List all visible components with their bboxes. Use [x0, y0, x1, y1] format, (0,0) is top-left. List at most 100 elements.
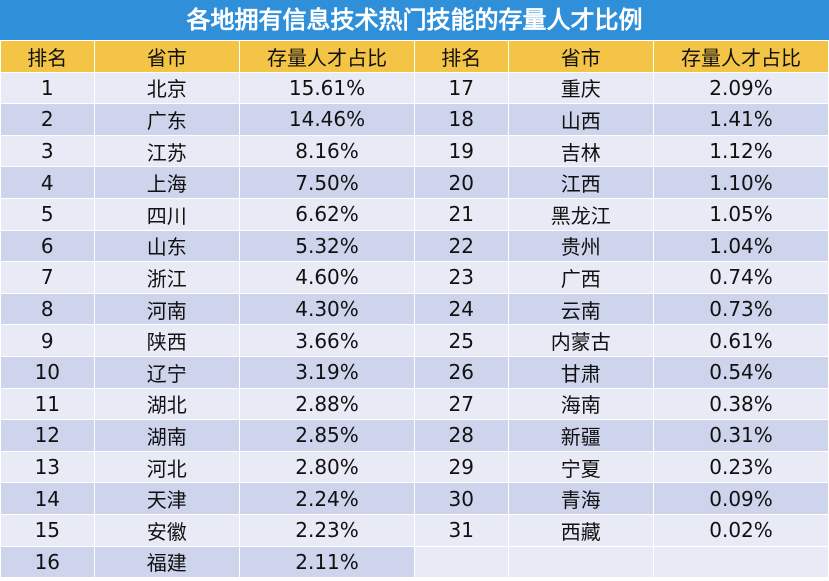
table-body: 1 北京 15.61% 17 重庆 2.09% 2 广东 14.46% 18 山西 1.41% 3 江苏 8…: [0, 71, 829, 579]
table-row: 12 湖南 2.85% 28 新疆 0.31%: [0, 419, 829, 452]
rank-cell: 24: [413, 292, 509, 326]
ratio-cell: 3.19%: [239, 355, 415, 389]
rank-cell: 9: [0, 324, 95, 357]
ratio-cell: 2.23%: [239, 513, 415, 547]
table-row: 8 河南 4.30% 24 云南 0.73%: [0, 292, 829, 326]
province-cell: 重庆: [507, 71, 655, 105]
table-row: 4 上海 7.50% 20 江西 1.10%: [0, 166, 829, 199]
rank-cell: 22: [413, 229, 509, 263]
ratio-cell: 2.24%: [239, 482, 415, 515]
rank-cell: 14: [0, 482, 95, 515]
rank-cell: 4: [0, 166, 95, 199]
rank-cell: 10: [0, 355, 95, 389]
province-cell: 海南: [507, 387, 655, 421]
province-cell: 安徽: [93, 513, 241, 547]
empty-cell: [413, 545, 509, 579]
rank-cell: 7: [0, 261, 95, 294]
province-cell: 黑龙江: [507, 197, 655, 231]
header-row: 排名 省市 存量人才占比 排名 省市 存量人才占比: [0, 40, 829, 73]
table-row: 7 浙江 4.60% 23 广西 0.74%: [0, 261, 829, 294]
table-row: 2 广东 14.46% 18 山西 1.41%: [0, 103, 829, 136]
ratio-cell: 0.09%: [653, 482, 829, 515]
ratio-cell: 6.62%: [239, 197, 415, 231]
rank-cell: 8: [0, 292, 95, 326]
rank-cell: 16: [0, 545, 95, 579]
province-cell: 四川: [93, 197, 241, 231]
ratio-cell: 5.32%: [239, 229, 415, 263]
table-row: 14 天津 2.24% 30 青海 0.09%: [0, 482, 829, 515]
province-cell: 山西: [507, 103, 655, 136]
rank-cell: 20: [413, 166, 509, 199]
rank-cell: 26: [413, 355, 509, 389]
province-cell: 湖南: [93, 419, 241, 452]
rank-cell: 6: [0, 229, 95, 263]
rank-cell: 12: [0, 419, 95, 452]
talent-ratio-table: 排名 省市 存量人才占比 排名 省市 存量人才占比 1 北京 15.61% 17 重庆 2…: [0, 40, 829, 579]
rank-cell: 25: [413, 324, 509, 357]
rank-cell: 31: [413, 513, 509, 547]
province-cell: 福建: [93, 545, 241, 579]
rank-cell: 30: [413, 482, 509, 515]
header-ratio-left: 存量人才占比: [239, 40, 415, 73]
province-cell: 天津: [93, 482, 241, 515]
ratio-cell: 0.02%: [653, 513, 829, 547]
province-cell: 江苏: [93, 134, 241, 168]
ratio-cell: 0.74%: [653, 261, 829, 294]
table-row: 11 湖北 2.88% 27 海南 0.38%: [0, 387, 829, 421]
table-row: 13 河北 2.80% 29 宁夏 0.23%: [0, 450, 829, 484]
table-row: 9 陕西 3.66% 25 内蒙古 0.61%: [0, 324, 829, 357]
province-cell: 河北: [93, 450, 241, 484]
rank-cell: 15: [0, 513, 95, 547]
province-cell: 辽宁: [93, 355, 241, 389]
rank-cell: 23: [413, 261, 509, 294]
rank-cell: 21: [413, 197, 509, 231]
province-cell: 云南: [507, 292, 655, 326]
ratio-cell: 4.30%: [239, 292, 415, 326]
province-cell: 西藏: [507, 513, 655, 547]
ratio-cell: 2.88%: [239, 387, 415, 421]
empty-cell: [653, 545, 829, 579]
ratio-cell: 0.31%: [653, 419, 829, 452]
rank-cell: 1: [0, 71, 95, 105]
ratio-cell: 0.38%: [653, 387, 829, 421]
header-rank-left: 排名: [0, 40, 95, 73]
rank-cell: 29: [413, 450, 509, 484]
rank-cell: 17: [413, 71, 509, 105]
table-row: 5 四川 6.62% 21 黑龙江 1.05%: [0, 197, 829, 231]
province-cell: 吉林: [507, 134, 655, 168]
province-cell: 浙江: [93, 261, 241, 294]
ratio-cell: 0.61%: [653, 324, 829, 357]
ratio-cell: 0.73%: [653, 292, 829, 326]
ratio-cell: 4.60%: [239, 261, 415, 294]
header-rank-right: 排名: [413, 40, 509, 73]
table-row: 6 山东 5.32% 22 贵州 1.04%: [0, 229, 829, 263]
province-cell: 新疆: [507, 419, 655, 452]
table-row: 3 江苏 8.16% 19 吉林 1.12%: [0, 134, 829, 168]
empty-cell: [507, 545, 655, 579]
rank-cell: 3: [0, 134, 95, 168]
ratio-cell: 1.04%: [653, 229, 829, 263]
table-row: 15 安徽 2.23% 31 西藏 0.02%: [0, 513, 829, 547]
province-cell: 宁夏: [507, 450, 655, 484]
province-cell: 湖北: [93, 387, 241, 421]
ratio-cell: 1.12%: [653, 134, 829, 168]
province-cell: 内蒙古: [507, 324, 655, 357]
province-cell: 陕西: [93, 324, 241, 357]
ratio-cell: 1.41%: [653, 103, 829, 136]
ratio-cell: 2.85%: [239, 419, 415, 452]
ratio-cell: 8.16%: [239, 134, 415, 168]
rank-cell: 27: [413, 387, 509, 421]
province-cell: 江西: [507, 166, 655, 199]
province-cell: 广东: [93, 103, 241, 136]
province-cell: 贵州: [507, 229, 655, 263]
ratio-cell: 14.46%: [239, 103, 415, 136]
table-row: 10 辽宁 3.19% 26 甘肃 0.54%: [0, 355, 829, 389]
ratio-cell: 1.05%: [653, 197, 829, 231]
rank-cell: 11: [0, 387, 95, 421]
ratio-cell: 0.54%: [653, 355, 829, 389]
ratio-cell: 2.80%: [239, 450, 415, 484]
rank-cell: 13: [0, 450, 95, 484]
ratio-cell: 0.23%: [653, 450, 829, 484]
header-province-left: 省市: [93, 40, 241, 73]
